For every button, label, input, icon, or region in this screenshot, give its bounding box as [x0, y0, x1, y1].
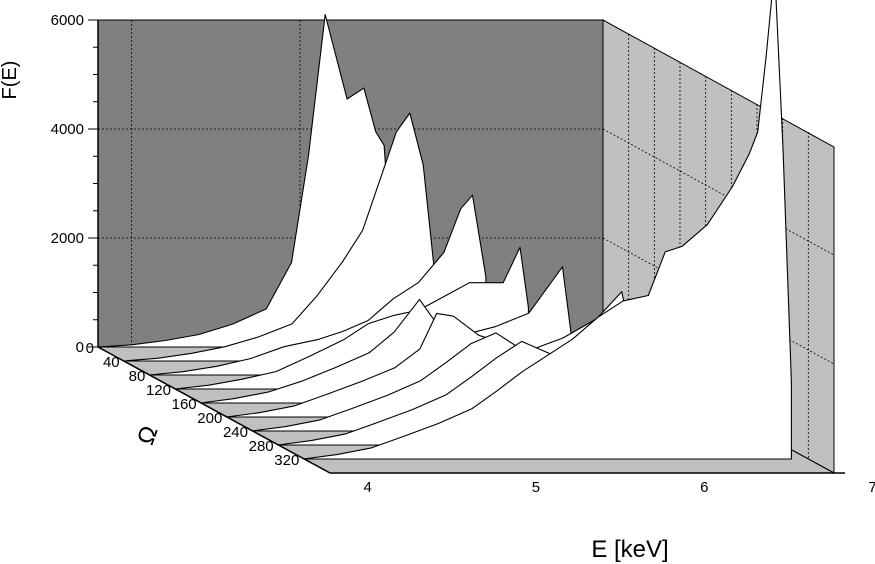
x-axis-title: E [keV]	[591, 536, 668, 563]
z-tick-label: 240	[223, 424, 248, 441]
z-axis-title: Ω	[132, 422, 164, 448]
z-tick-label: 120	[146, 382, 171, 399]
y-tick-label: 2000	[51, 230, 84, 247]
z-tick-label: 80	[129, 368, 146, 385]
z-tick-label: 280	[249, 438, 274, 455]
z-tick-label: 160	[172, 396, 197, 413]
series-spectrum	[123, 112, 436, 362]
y-axis-title: F(E)	[0, 61, 21, 100]
x-tick-label: 4	[363, 479, 371, 496]
z-tick-label: 40	[103, 354, 120, 371]
x-tick-label: 6	[700, 479, 708, 496]
y-tick-label: 6000	[51, 12, 84, 29]
z-tick-label: 320	[274, 452, 299, 469]
y-tick-label: 0	[76, 339, 84, 356]
z-tick-label: 200	[197, 410, 222, 427]
x-tick-label: 5	[532, 479, 540, 496]
x-tick-label: 7	[868, 479, 875, 496]
z-tick-label: 0	[86, 340, 94, 357]
y-tick-label: 4000	[51, 121, 84, 138]
series-group	[97, 0, 792, 460]
series-spectrum	[302, 0, 792, 460]
z-axis-line	[97, 346, 331, 474]
axes	[88, 19, 845, 474]
